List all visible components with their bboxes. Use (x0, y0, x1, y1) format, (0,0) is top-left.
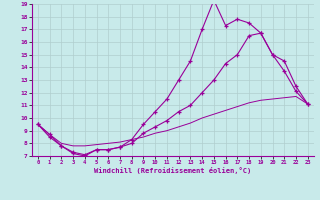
X-axis label: Windchill (Refroidissement éolien,°C): Windchill (Refroidissement éolien,°C) (94, 167, 252, 174)
